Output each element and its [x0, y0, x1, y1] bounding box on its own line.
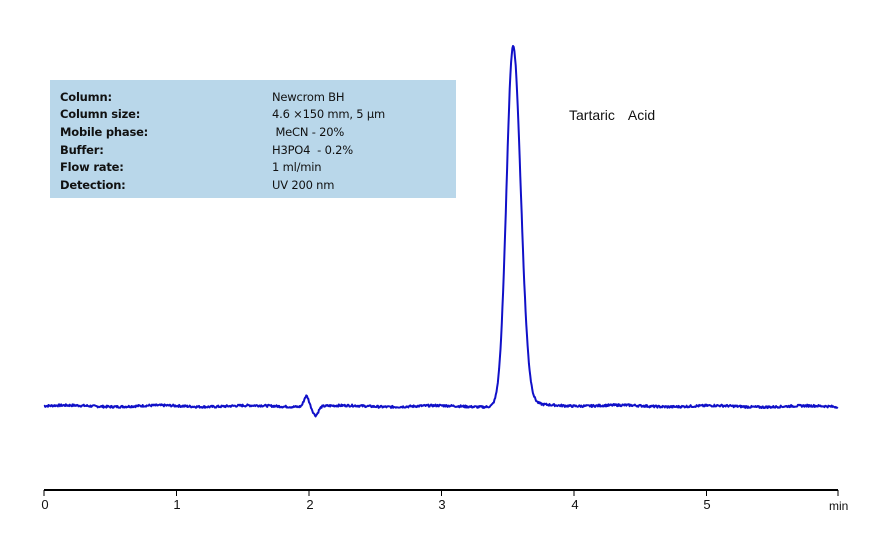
- info-label: Flow rate:: [60, 160, 124, 175]
- info-value: 4.6 ×150 mm, 5 µm: [272, 107, 385, 122]
- info-row-buffer: Buffer: H3PO4 - 0.2%: [60, 141, 456, 159]
- peak-annotation-tartaric-acid: Tartaric Acid: [569, 107, 656, 123]
- info-value: UV 200 nm: [272, 177, 335, 192]
- info-label: Buffer:: [60, 142, 104, 157]
- info-label: Column:: [60, 89, 112, 104]
- info-value: MeCN - 20%: [272, 124, 345, 139]
- info-value: Newcrom BH: [272, 89, 345, 104]
- info-row-column-size: Column size: 4.6 ×150 mm, 5 µm: [60, 106, 456, 124]
- x-tick-label-2: 2: [306, 497, 314, 512]
- x-tick-label-1: 1: [173, 497, 181, 512]
- info-label: Column size:: [60, 107, 141, 122]
- info-row-flow-rate: Flow rate: 1 ml/min: [60, 158, 456, 176]
- x-tick-label-5: 5: [703, 497, 711, 512]
- x-axis-unit-label: min: [829, 499, 849, 513]
- info-label: Mobile phase:: [60, 124, 149, 139]
- method-info-box: Column: Newcrom BH Column size: 4.6 ×150…: [50, 80, 456, 198]
- info-row-detection: Detection: UV 200 nm: [60, 176, 456, 194]
- info-row-column: Column: Newcrom BH: [60, 88, 456, 106]
- x-tick-label-4: 4: [571, 497, 579, 512]
- x-tick-label-0: 0: [41, 497, 49, 512]
- chromatogram-trace: [43, 45, 839, 418]
- x-axis-ticks: [43, 490, 839, 496]
- x-tick-label-3: 3: [438, 497, 446, 512]
- info-row-mobile-phase: Mobile phase: MeCN - 20%: [60, 123, 456, 141]
- info-label: Detection:: [60, 177, 126, 192]
- info-value: H3PO4 - 0.2%: [272, 142, 353, 157]
- info-value: 1 ml/min: [272, 160, 322, 175]
